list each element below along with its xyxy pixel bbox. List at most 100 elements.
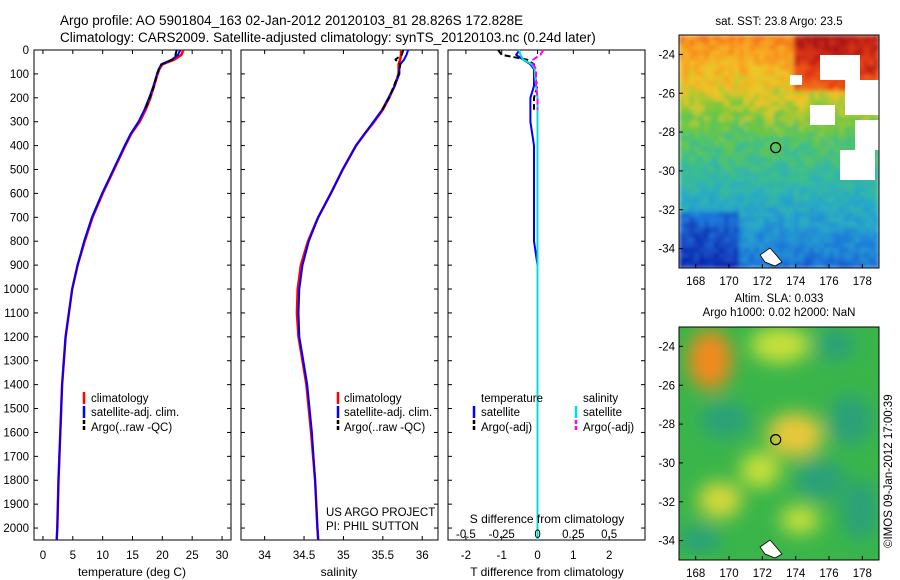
sst-cell	[689, 75, 695, 82]
sst-cell	[859, 237, 865, 244]
sst-cell	[809, 45, 815, 51]
sst-cell	[744, 85, 750, 92]
sst-cell	[844, 186, 850, 193]
sst-cell	[839, 222, 845, 229]
sst-cell	[874, 227, 879, 234]
sst-cell	[849, 262, 855, 268]
sst-cell	[774, 95, 780, 102]
sst-cell	[734, 217, 740, 224]
sst-cell	[734, 45, 740, 51]
sst-cell	[714, 105, 720, 112]
sst-cell	[679, 151, 685, 158]
sst-cell	[699, 45, 705, 51]
sst-cell	[804, 151, 810, 158]
sst-cell	[684, 222, 690, 229]
sst-cell	[854, 40, 860, 46]
sst-cell	[729, 207, 735, 213]
sst-cell	[834, 186, 840, 193]
sst-cell	[719, 237, 725, 244]
sst-cell	[764, 202, 770, 208]
sst-cell	[749, 146, 755, 153]
sst-cell	[844, 192, 850, 198]
sst-cell	[814, 95, 820, 102]
sst-cell	[679, 55, 685, 61]
sst-cell	[719, 232, 725, 239]
sst-cell	[754, 35, 760, 41]
sst-cell	[724, 222, 730, 229]
depth-tick-label: 1700	[3, 451, 29, 463]
sst-cell	[779, 146, 785, 153]
sst-cell	[849, 257, 855, 264]
sst-cell	[679, 161, 685, 168]
sst-cell	[684, 197, 690, 203]
sst-cell	[749, 75, 755, 82]
sst-cell	[679, 40, 685, 46]
sla-anomaly	[680, 525, 720, 555]
sst-cell	[819, 131, 825, 137]
sst-cell	[784, 121, 790, 127]
sst-cell	[759, 237, 765, 244]
sst-cell	[724, 45, 730, 51]
sst-cell	[809, 100, 815, 107]
sst-cell	[699, 197, 705, 203]
sst-cell	[819, 156, 825, 163]
sst-cell	[699, 55, 705, 61]
sst-cell	[694, 222, 700, 229]
figure-title-line2: Climatology: CARS2009. Satellite-adjuste…	[60, 30, 596, 45]
sst-cell	[789, 40, 795, 46]
sst-cell	[874, 35, 879, 41]
sst-cell	[769, 116, 775, 122]
sst-cell	[739, 181, 745, 188]
sst-cell	[839, 35, 845, 41]
sst-cell	[694, 242, 700, 249]
sst-cell	[819, 212, 825, 218]
sst-cell	[729, 192, 735, 198]
sst-cell	[704, 105, 710, 112]
legend-label: Argo(..raw -QC)	[91, 422, 172, 434]
sst-cell	[739, 257, 745, 264]
sst-cell	[794, 151, 800, 158]
sst-cell	[704, 95, 710, 102]
sst-cell	[764, 227, 770, 234]
sst-cell	[704, 171, 710, 178]
sst-cell	[704, 151, 710, 158]
sst-cell	[779, 227, 785, 234]
sst-cell	[774, 85, 780, 92]
sst-cell	[694, 40, 700, 46]
sst-cell	[714, 65, 720, 72]
sst-cell	[729, 166, 735, 173]
sst-cell	[874, 192, 879, 198]
sst-cell	[874, 247, 879, 254]
sst-cell	[744, 192, 750, 198]
sst-cell	[734, 171, 740, 178]
sst-cell	[724, 141, 730, 148]
sst-cell	[789, 116, 795, 122]
sst-cell	[829, 156, 835, 163]
sst-cell	[844, 252, 850, 259]
sst-cell	[839, 197, 845, 203]
sst-cell	[694, 55, 700, 61]
argo-position-marker	[770, 142, 782, 154]
sst-cell	[699, 252, 705, 259]
x-tick-label: 20	[156, 550, 169, 562]
sst-cell	[809, 75, 815, 82]
sst-cell	[824, 166, 830, 173]
sst-cell	[794, 262, 800, 268]
sst-cell	[724, 186, 730, 193]
sst-cell	[779, 242, 785, 249]
x-tick-label: 1	[570, 550, 576, 562]
sst-cell	[724, 105, 730, 112]
sst-cell	[749, 176, 755, 183]
sst-cell	[744, 126, 750, 132]
sst-cell	[739, 95, 745, 102]
sst-cell	[699, 80, 705, 87]
sst-cell	[684, 156, 690, 163]
sst-cell	[799, 65, 805, 72]
sst-cell	[724, 75, 730, 82]
sst-cell	[729, 65, 735, 72]
sst-cell	[759, 35, 765, 41]
sst-cell	[754, 126, 760, 132]
sst-cell	[689, 80, 695, 87]
sst-cell	[774, 212, 780, 218]
sst-cell	[689, 45, 695, 51]
